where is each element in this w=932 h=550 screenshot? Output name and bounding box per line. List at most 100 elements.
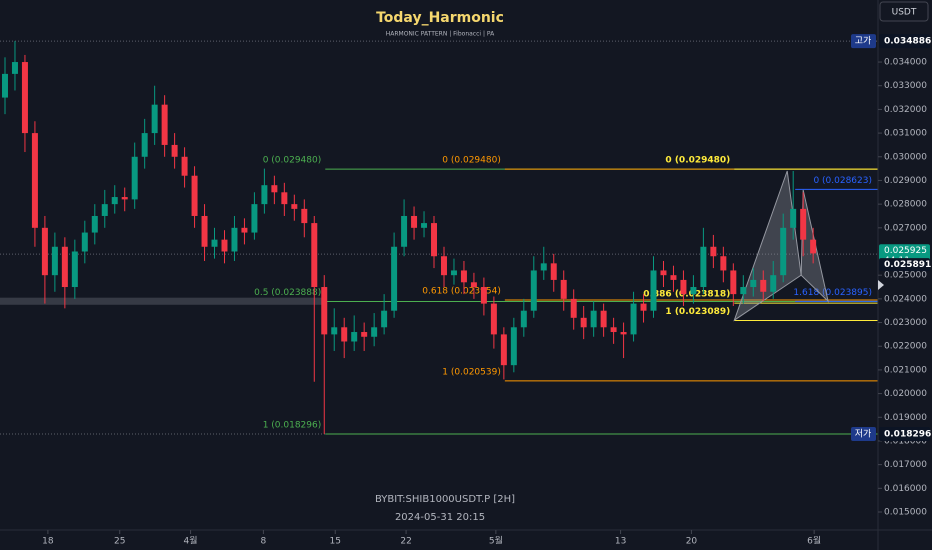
candle-body <box>111 197 118 205</box>
x-tick-label: 22 <box>400 537 411 547</box>
candle-body <box>700 246 707 288</box>
candle-body <box>241 227 248 233</box>
symbol-label: BYBIT:SHIB1000USDT.P [2H] <box>375 494 515 505</box>
candle-body <box>81 232 88 252</box>
candle-body <box>640 303 647 311</box>
candle-body <box>431 223 438 257</box>
candle-body <box>41 227 48 276</box>
fib-label: 0 (0.028623) <box>813 176 872 186</box>
candle-body <box>341 327 348 342</box>
candle-body <box>780 227 787 276</box>
x-tick-label: 4월 <box>184 535 198 547</box>
candle-body <box>351 332 358 342</box>
candle-body <box>490 303 497 335</box>
y-tick-label: 0.019000 <box>884 413 927 423</box>
y-tick-label: 0.017000 <box>884 460 927 470</box>
y-tick-label: 0.034000 <box>884 58 927 68</box>
candle-body <box>1 73 8 98</box>
currency-button[interactable] <box>879 1 929 22</box>
candle-body <box>201 215 208 247</box>
candle-body <box>470 282 477 288</box>
y-tick-label: 0.033000 <box>884 81 927 91</box>
candle-body <box>381 310 388 328</box>
candle-body <box>500 334 507 366</box>
candle-body <box>71 251 78 288</box>
fib-label: 0 (0.029480) <box>665 156 730 166</box>
candle-body <box>740 287 747 295</box>
fib-label: 0 (0.029480) <box>442 156 501 166</box>
candle-body <box>401 215 408 247</box>
candle-body <box>51 246 58 276</box>
candle-body <box>141 133 148 157</box>
x-tick-label: 8 <box>261 537 267 547</box>
candle-body <box>91 215 98 233</box>
candle-body <box>261 185 268 205</box>
current-price: 0.025925 <box>884 246 927 256</box>
candle-body <box>550 263 557 280</box>
candle-body <box>720 256 727 271</box>
candle-body <box>61 246 68 288</box>
candle-body <box>760 279 767 292</box>
marker-tag-label: 저가 <box>855 428 872 439</box>
candle-body <box>730 270 737 295</box>
candle-body <box>580 317 587 328</box>
fib-label: 1.618 (0.023895) <box>793 288 872 298</box>
candle-body <box>660 270 667 276</box>
fib-label: 1 (0.018296) <box>263 420 322 430</box>
scroll-arrow[interactable] <box>878 280 884 290</box>
candle-body <box>281 192 288 205</box>
marker-tag <box>851 34 876 49</box>
x-tick-label: 18 <box>42 537 54 547</box>
candle-body <box>421 223 428 228</box>
candle-body <box>620 332 627 335</box>
y-tick-label: 0.029000 <box>884 176 927 186</box>
candle-body <box>251 204 258 233</box>
fib-label: 0.618 (0.023954) <box>422 286 501 296</box>
y-tick-label: 0.015000 <box>884 508 927 518</box>
candle-body <box>440 256 447 276</box>
candle-body <box>710 246 717 257</box>
candle-body <box>391 246 398 311</box>
candle-body <box>211 239 218 247</box>
candle-body <box>540 263 547 271</box>
timestamp-label: 2024-05-31 20:15 <box>395 512 485 523</box>
candle-body <box>810 239 817 254</box>
candle-body <box>670 275 677 280</box>
candle-body <box>480 287 487 304</box>
candle-body <box>121 197 128 200</box>
y-tick-label: 0.022000 <box>884 342 927 352</box>
x-tick-label: 20 <box>686 537 698 547</box>
y-tick-label: 0.020000 <box>884 389 927 399</box>
fib-label: 0.5 (0.023888) <box>254 288 321 298</box>
candle-body <box>510 327 517 366</box>
candle-body <box>590 310 597 328</box>
y-tick-label: 0.032000 <box>884 105 927 115</box>
last-value-box <box>879 258 930 272</box>
candle-body <box>31 133 38 228</box>
candle-body <box>610 327 617 333</box>
y-tick-label: 0.016000 <box>884 484 927 494</box>
y-tick-label: 0.031000 <box>884 129 927 139</box>
candle-body <box>450 270 457 276</box>
chart-title: Today_Harmonic <box>376 10 504 26</box>
candle-body <box>151 104 158 134</box>
candle-body <box>291 204 298 209</box>
candle-body <box>361 332 368 337</box>
y-tick-label: 0.030000 <box>884 152 927 162</box>
y-tick-label: 0.021000 <box>884 365 927 375</box>
zone <box>0 297 326 305</box>
candle-body <box>21 62 28 134</box>
marker-value-box <box>879 34 930 49</box>
y-tick-label: 0.024000 <box>884 294 927 304</box>
candle-body <box>171 144 178 157</box>
candle-body <box>231 227 238 252</box>
candle-body <box>411 215 418 228</box>
candle-body <box>271 185 278 193</box>
fib-label: 1 (0.020539) <box>442 367 501 377</box>
marker-tag-label: 고가 <box>855 36 872 47</box>
y-tick-label: 0.027000 <box>884 223 927 233</box>
marker-tag <box>851 426 876 441</box>
candle-body <box>770 275 777 292</box>
currency-label[interactable]: USDT <box>892 8 917 18</box>
